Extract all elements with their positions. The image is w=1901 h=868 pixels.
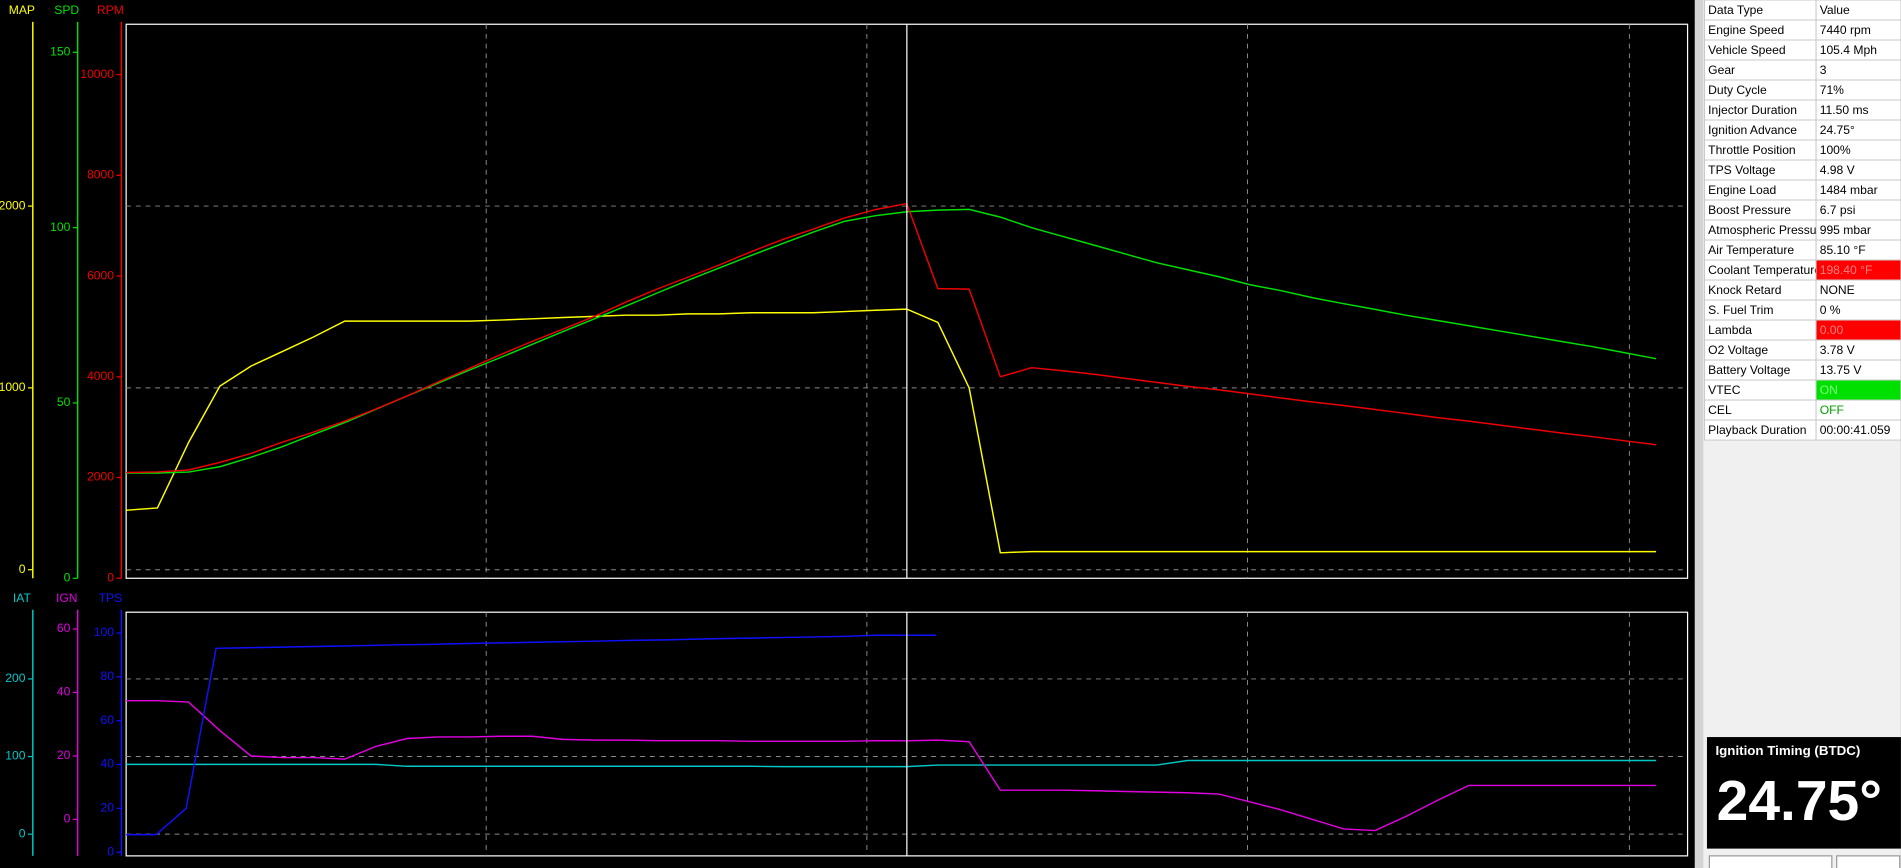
splitter[interactable] bbox=[1694, 0, 1704, 868]
table-text: ON bbox=[1820, 383, 1838, 397]
table-text: Lambda bbox=[1708, 323, 1752, 337]
table-text: Battery Voltage bbox=[1708, 363, 1790, 377]
table-text: Ignition Advance bbox=[1708, 123, 1797, 137]
table-text: Gear bbox=[1708, 63, 1735, 77]
table-text: 7440 rpm bbox=[1820, 23, 1871, 37]
y-tick-label: 100 bbox=[94, 625, 114, 639]
table-text: Boost Pressure bbox=[1708, 203, 1791, 217]
table-text: TPS Voltage bbox=[1708, 163, 1776, 177]
table-text: Engine Speed bbox=[1708, 23, 1784, 37]
table-text: Value bbox=[1820, 3, 1850, 17]
table-text: Data Type bbox=[1708, 3, 1763, 17]
table-text: Vehicle Speed bbox=[1708, 43, 1785, 57]
y-tick-label: 40 bbox=[101, 757, 115, 771]
y-tick-label: 2000 bbox=[87, 470, 114, 484]
series-line bbox=[126, 308, 1657, 554]
y-tick-label: 1000 bbox=[0, 380, 26, 394]
scroll-box[interactable] bbox=[1708, 855, 1833, 868]
y-tick-label: 0 bbox=[19, 562, 26, 576]
y-tick-label: 150 bbox=[50, 45, 70, 59]
table-text: 24.75° bbox=[1820, 123, 1855, 137]
table-text: 6.7 psi bbox=[1820, 203, 1856, 217]
series-line bbox=[126, 634, 937, 836]
axis-name: IGN bbox=[56, 591, 78, 605]
table-cell bbox=[1815, 59, 1901, 81]
table-text: CEL bbox=[1708, 403, 1732, 417]
table-text: Knock Retard bbox=[1708, 283, 1781, 297]
y-tick-label: 200 bbox=[5, 671, 25, 685]
table-text: OFF bbox=[1820, 403, 1844, 417]
y-tick-label: 10000 bbox=[80, 67, 114, 81]
table-text: 13.75 V bbox=[1820, 363, 1863, 377]
gauge-value: 24.75° bbox=[1717, 769, 1882, 833]
table-text: 00:00:41.059 bbox=[1820, 423, 1891, 437]
gauge-title: Ignition Timing (BTDC) bbox=[1715, 743, 1860, 758]
table-text: VTEC bbox=[1708, 383, 1741, 397]
table-text: 0 % bbox=[1820, 303, 1841, 317]
table-text: Duty Cycle bbox=[1708, 83, 1767, 97]
table-text: 71% bbox=[1820, 83, 1844, 97]
axis-name: RPM bbox=[97, 3, 124, 17]
table-text: 100% bbox=[1820, 143, 1851, 157]
table-text: 1484 mbar bbox=[1820, 183, 1878, 197]
scroll-box[interactable] bbox=[1836, 855, 1901, 868]
y-tick-label: 4000 bbox=[87, 369, 114, 383]
table-text: 85.10 °F bbox=[1820, 243, 1866, 257]
table-text: 3 bbox=[1820, 63, 1827, 77]
table-text: Atmospheric Pressure bbox=[1708, 223, 1827, 237]
y-tick-label: 6000 bbox=[87, 268, 114, 282]
y-tick-label: 8000 bbox=[87, 168, 114, 182]
table-text: 0.00 bbox=[1820, 323, 1844, 337]
table-text: NONE bbox=[1820, 283, 1855, 297]
table-text: Injector Duration bbox=[1708, 103, 1797, 117]
y-tick-label: 0 bbox=[64, 570, 71, 584]
table-text: 3.78 V bbox=[1820, 343, 1856, 357]
table-text: 198.40 °F bbox=[1820, 263, 1873, 277]
y-tick-label: 100 bbox=[5, 749, 25, 763]
table-text: Engine Load bbox=[1708, 183, 1776, 197]
table-text: Air Temperature bbox=[1708, 243, 1794, 257]
table-text: S. Fuel Trim bbox=[1708, 303, 1773, 317]
y-tick-label: 100 bbox=[50, 220, 70, 234]
table-text: Coolant Temperature bbox=[1708, 263, 1821, 277]
y-tick-label: 0 bbox=[107, 570, 114, 584]
axis-name: MAP bbox=[9, 3, 35, 17]
series-line bbox=[126, 759, 1657, 768]
chart-background bbox=[0, 0, 1695, 868]
y-tick-label: 0 bbox=[64, 812, 71, 826]
axis-name: TPS bbox=[99, 591, 123, 605]
table-text: 11.50 ms bbox=[1820, 103, 1869, 117]
axis-name: SPD bbox=[54, 3, 79, 17]
table-text: 4.98 V bbox=[1820, 163, 1856, 177]
table-text: 105.4 Mph bbox=[1820, 43, 1877, 57]
axis-name: IAT bbox=[13, 591, 32, 605]
table-text: 995 mbar bbox=[1820, 223, 1871, 237]
y-tick-label: 60 bbox=[101, 713, 115, 727]
y-tick-label: 40 bbox=[57, 685, 71, 699]
y-tick-label: 60 bbox=[57, 621, 71, 635]
table-text: O2 Voltage bbox=[1708, 343, 1768, 357]
series-line bbox=[126, 202, 1657, 474]
gauge-panel bbox=[1706, 737, 1901, 849]
y-tick-label: 20 bbox=[57, 748, 71, 762]
table-text: Throttle Position bbox=[1708, 143, 1796, 157]
y-tick-label: 50 bbox=[57, 395, 71, 409]
y-tick-label: 2000 bbox=[0, 198, 26, 212]
y-tick-label: 0 bbox=[107, 844, 114, 858]
y-tick-label: 80 bbox=[101, 669, 115, 683]
series-line bbox=[126, 699, 1657, 832]
y-tick-label: 0 bbox=[19, 826, 26, 840]
y-tick-label: 20 bbox=[101, 801, 115, 815]
table-text: Playback Duration bbox=[1708, 423, 1806, 437]
